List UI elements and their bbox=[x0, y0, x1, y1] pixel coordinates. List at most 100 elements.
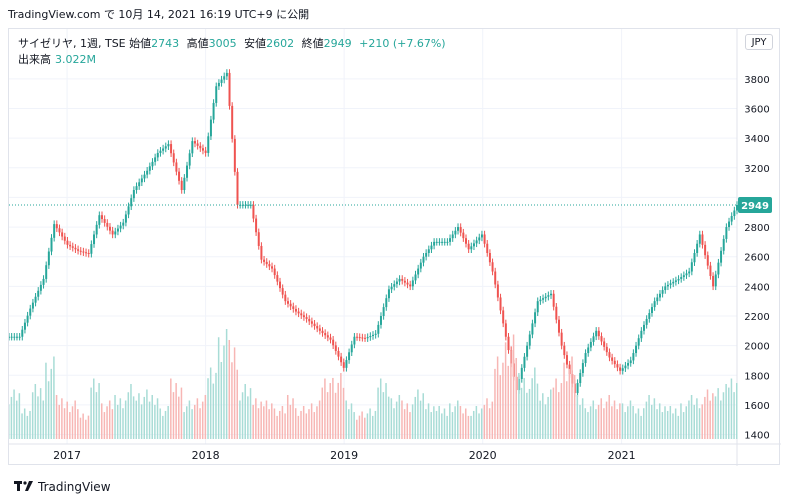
volume-bar bbox=[502, 362, 504, 439]
candle-body bbox=[294, 308, 297, 312]
volume-bar bbox=[446, 415, 448, 439]
currency-button[interactable]: JPY bbox=[745, 34, 773, 50]
candle-body bbox=[621, 368, 624, 371]
candle-body bbox=[565, 355, 568, 365]
volume-bar bbox=[13, 389, 15, 439]
volume-bar bbox=[361, 411, 363, 439]
candle-body bbox=[300, 313, 303, 316]
candle-body bbox=[116, 228, 119, 232]
candle-body bbox=[233, 138, 236, 172]
volume-bar bbox=[231, 362, 233, 439]
candle-body bbox=[231, 105, 234, 139]
candle-body bbox=[71, 246, 74, 248]
candle-body bbox=[154, 157, 157, 162]
volume-bar bbox=[34, 384, 37, 439]
volume-bar bbox=[483, 404, 486, 439]
candle-body bbox=[350, 344, 353, 353]
candle-body bbox=[132, 190, 135, 199]
volume-bar bbox=[579, 404, 581, 439]
candle-body bbox=[736, 204, 738, 211]
volume-bar bbox=[409, 412, 411, 439]
candle-body bbox=[728, 221, 731, 228]
volume-bar bbox=[635, 413, 637, 439]
volume-bar bbox=[587, 412, 589, 439]
candle-body bbox=[597, 330, 600, 337]
volume-bar bbox=[294, 408, 297, 439]
volume-bar bbox=[528, 388, 531, 439]
volume-bar bbox=[217, 337, 220, 439]
volume-bar bbox=[130, 384, 132, 439]
volume-bar bbox=[247, 396, 249, 439]
volume-bar bbox=[236, 369, 238, 439]
candle-body bbox=[409, 284, 412, 287]
candle-body bbox=[34, 296, 37, 303]
candle-body bbox=[90, 244, 93, 254]
candle-body bbox=[204, 150, 207, 153]
y-tick-label: 3200 bbox=[744, 164, 769, 175]
candle-body bbox=[302, 315, 305, 318]
candle-body bbox=[220, 79, 223, 83]
volume-bar bbox=[135, 400, 138, 439]
volume-bar bbox=[374, 410, 377, 439]
volume-bar bbox=[653, 398, 656, 439]
volume-bar bbox=[430, 412, 432, 439]
candle-body bbox=[624, 365, 627, 369]
candle-body bbox=[435, 241, 438, 243]
volume-bar bbox=[704, 396, 706, 439]
candle-body bbox=[42, 278, 45, 285]
candle-body bbox=[587, 347, 590, 354]
volume-bar bbox=[597, 404, 600, 439]
candle-body bbox=[542, 298, 545, 300]
volume-bar bbox=[188, 400, 191, 439]
candle-body bbox=[730, 216, 733, 222]
volume-bar bbox=[45, 362, 47, 439]
volume-bar bbox=[265, 400, 268, 439]
volume-bar bbox=[730, 378, 733, 439]
candle-body bbox=[669, 283, 672, 285]
candle-body bbox=[422, 256, 425, 263]
volume-bar bbox=[183, 412, 185, 439]
candle-body bbox=[581, 363, 584, 374]
candle-body bbox=[637, 338, 640, 346]
candle-body bbox=[666, 284, 669, 287]
volume-bar bbox=[302, 406, 305, 439]
price-chart[interactable]: 2949 1400 1600 1800 2000 2200 2400 2600 2800 3200… bbox=[9, 29, 781, 466]
volume-bar bbox=[547, 396, 549, 439]
volume-bar bbox=[690, 395, 693, 439]
x-tick-label: 2020 bbox=[469, 449, 497, 462]
candle-body bbox=[451, 234, 454, 239]
volume-bar bbox=[154, 404, 156, 439]
volume-bar bbox=[196, 398, 199, 439]
volume-bar bbox=[119, 398, 122, 439]
volume-bar bbox=[472, 410, 475, 439]
volume-bar bbox=[621, 403, 624, 439]
candle-body bbox=[108, 226, 111, 231]
candle-body bbox=[369, 335, 372, 338]
volume-bar bbox=[557, 392, 560, 439]
y-tick-label: 2600 bbox=[744, 253, 769, 264]
volume-bar bbox=[584, 408, 587, 439]
volume-bar bbox=[709, 400, 711, 439]
candle-body bbox=[61, 232, 64, 237]
candle-body bbox=[342, 362, 345, 368]
candle-body bbox=[395, 281, 398, 285]
volume-bar bbox=[494, 368, 496, 439]
volume-bar bbox=[531, 378, 533, 439]
volume-bar bbox=[701, 404, 703, 439]
volume-bar bbox=[87, 415, 90, 439]
volume-bar bbox=[422, 393, 424, 439]
candle-body bbox=[632, 353, 635, 361]
volume-bar bbox=[233, 347, 236, 439]
volume-bar bbox=[573, 375, 576, 439]
candle-body bbox=[318, 328, 321, 331]
volume-bar bbox=[698, 408, 701, 439]
volume-bar bbox=[252, 404, 254, 439]
candle-body bbox=[611, 357, 614, 361]
volume-bar bbox=[39, 388, 42, 439]
volume-bar bbox=[491, 401, 494, 439]
candle-body bbox=[196, 143, 199, 146]
candle-body bbox=[552, 293, 555, 307]
volume-bar bbox=[204, 395, 207, 439]
candle-body bbox=[122, 222, 125, 226]
volume-bar bbox=[223, 345, 225, 439]
